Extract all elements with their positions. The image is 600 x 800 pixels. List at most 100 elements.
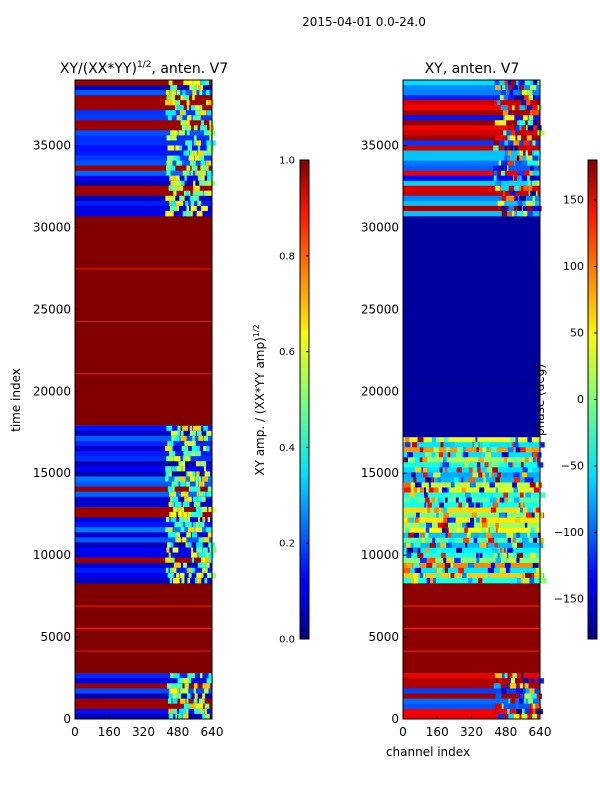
phase-cell xyxy=(508,557,516,564)
amp-cell xyxy=(172,100,175,106)
amp-stripe xyxy=(75,537,212,543)
amp-stripe xyxy=(75,80,212,86)
amp-cell xyxy=(185,200,189,207)
phase-cell xyxy=(535,567,542,574)
phase-cell xyxy=(537,678,544,684)
phase-cell xyxy=(431,497,436,503)
amp-region-line xyxy=(75,628,212,630)
amp-cell xyxy=(176,537,181,543)
amp-cell xyxy=(165,195,171,202)
amp-cell xyxy=(209,547,217,553)
phase-cell xyxy=(498,713,505,720)
phase-cell xyxy=(522,467,528,473)
amp-cell xyxy=(182,210,187,217)
phase-cell xyxy=(527,150,533,156)
phase-cell xyxy=(444,497,448,503)
amp-cell xyxy=(176,683,183,689)
amp-cell xyxy=(191,557,195,564)
amp-stripe xyxy=(75,165,212,171)
amp-cell xyxy=(174,105,177,111)
phase-cell xyxy=(462,572,467,579)
amp-cell xyxy=(195,527,203,533)
phase-cell xyxy=(461,477,464,483)
amp-cell xyxy=(201,120,204,126)
amp-cell xyxy=(192,195,197,202)
amp-cell xyxy=(193,135,197,141)
phase-stripe xyxy=(403,708,540,715)
phase-cell xyxy=(510,80,517,86)
phase-cell xyxy=(527,467,533,473)
phase-cell xyxy=(439,502,444,508)
amp-cell xyxy=(206,430,213,437)
phase-cell xyxy=(501,437,504,443)
phase-cell xyxy=(495,557,502,564)
phase-cell xyxy=(514,145,518,151)
phase-cell xyxy=(505,673,508,679)
phase-cell xyxy=(440,552,446,559)
amp-cell xyxy=(165,90,170,96)
phase-cell xyxy=(532,205,538,212)
phase-cell xyxy=(516,507,522,513)
amp-cell xyxy=(173,562,180,569)
phase-cell xyxy=(406,562,412,569)
phase-cell xyxy=(457,447,464,453)
amp-cell xyxy=(165,471,170,477)
phase-cell xyxy=(538,572,544,579)
amp-cell xyxy=(170,567,175,574)
phase-cell xyxy=(495,180,501,187)
phase-cell xyxy=(514,517,521,523)
phase-cell xyxy=(494,708,501,715)
phase-cell xyxy=(420,532,424,539)
amp-cell xyxy=(182,678,189,684)
phase-cell xyxy=(463,537,470,544)
amp-cell xyxy=(170,517,177,523)
amp-cell xyxy=(194,85,197,91)
amp-cell xyxy=(177,506,183,513)
amp-ytick-label: 5000 xyxy=(40,630,71,644)
phase-cell xyxy=(476,522,484,528)
phase-ytick-label: 20000 xyxy=(361,384,399,398)
phase-cell xyxy=(415,512,420,518)
amp-cell xyxy=(192,190,199,197)
amp-cell xyxy=(199,537,204,543)
amp-cell xyxy=(184,175,187,182)
amp-cell xyxy=(188,451,196,457)
phase-cell xyxy=(417,437,424,443)
phase-cell xyxy=(469,482,476,488)
amp-cell xyxy=(195,110,203,116)
amp-cell xyxy=(166,456,171,462)
phase-cell xyxy=(524,522,528,528)
phase-stripe xyxy=(403,145,540,151)
phase-cell xyxy=(529,482,535,488)
phase-cell xyxy=(530,527,535,534)
phase-cell xyxy=(404,487,411,493)
amp-cell xyxy=(177,155,180,161)
amp-cell xyxy=(179,572,185,579)
phase-cell xyxy=(493,165,500,171)
amp-stripe xyxy=(75,517,212,523)
phase-cell xyxy=(467,562,475,569)
phase-cell xyxy=(524,693,531,699)
amp-cell xyxy=(182,466,186,472)
phase-cell xyxy=(456,452,462,458)
amp-colorbar-tick-label: 0.2 xyxy=(279,539,295,550)
amp-stripe xyxy=(75,471,212,477)
amp-cell xyxy=(167,95,175,101)
amp-cell xyxy=(207,170,214,176)
phase-cell xyxy=(513,195,516,202)
amp-cell xyxy=(165,110,170,116)
amp-cell xyxy=(198,698,205,705)
amp-cell xyxy=(182,688,189,694)
amp-xtick-label: 480 xyxy=(166,725,189,739)
phase-cell xyxy=(443,437,449,443)
amp-cell xyxy=(196,105,203,111)
amp-cell xyxy=(165,466,170,472)
amp-stripe xyxy=(75,461,212,467)
phase-cell xyxy=(446,447,450,453)
phase-cell xyxy=(404,482,411,488)
phase-cell xyxy=(495,477,500,483)
phase-cell xyxy=(518,95,524,101)
amp-stripe xyxy=(75,552,212,558)
amp-cell xyxy=(195,461,201,467)
phase-stripe xyxy=(403,155,540,161)
